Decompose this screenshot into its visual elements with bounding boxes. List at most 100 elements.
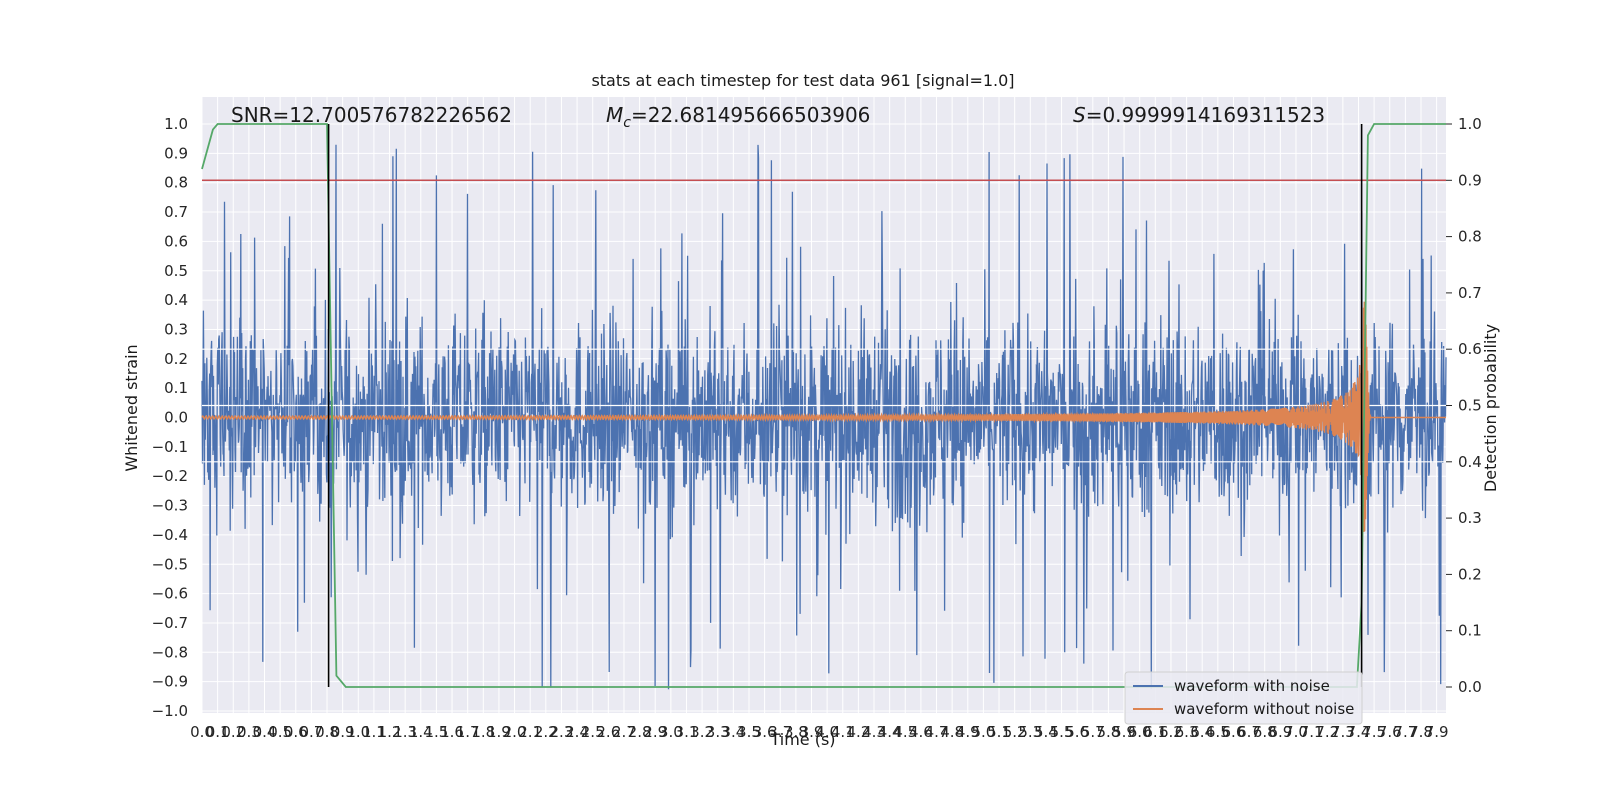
probability-trace — [201, 123, 1446, 688]
y-right-tick-label: 0.9 — [1458, 171, 1482, 189]
y-tick-label: 0.0 — [164, 409, 188, 427]
x-tick-label: 2.2 — [534, 723, 558, 741]
y-tick-label: −0.6 — [152, 585, 188, 603]
x-tick-label: 4.1 — [831, 723, 855, 741]
noise-trace — [201, 144, 1447, 690]
x-tick-label: 2.6 — [596, 723, 620, 741]
x-tick-label: 5.4 — [1034, 723, 1058, 741]
x-tick-label: 6.6 — [1222, 723, 1246, 741]
x-tick-label: 4.0 — [815, 723, 839, 741]
y-right-tick-label: 0.2 — [1458, 565, 1482, 583]
x-tick-label: 6.8 — [1253, 723, 1277, 741]
y-tick-label: −1.0 — [152, 702, 188, 720]
y-tick-label: −0.9 — [152, 673, 188, 691]
x-tick-label: 0.4 — [253, 723, 277, 741]
x-axis-label: Time (s) — [769, 730, 835, 749]
x-tick-label: 7.2 — [1315, 723, 1339, 741]
x-tick-label: 5.0 — [971, 723, 995, 741]
y-tick-label: −0.7 — [152, 614, 188, 632]
y-axis-right-ticks: 1.0 0.9 0.8 0.7 0.6 0.5 0.4 0.3 0.2 0.1 0.0 — [1446, 115, 1482, 696]
x-tick-label: 1.0 — [346, 723, 370, 741]
x-tick-label: 1.6 — [440, 723, 464, 741]
x-tick-label: 2.9 — [643, 723, 667, 741]
x-tick-label: 1.8 — [471, 723, 495, 741]
score-annotation: S=0.9999914169311523 — [1073, 103, 1325, 127]
x-tick-label: 7.5 — [1362, 723, 1386, 741]
x-tick-label: 1.3 — [393, 723, 417, 741]
x-tick-label: 2.8 — [628, 723, 652, 741]
x-tick-label: 4.3 — [862, 723, 886, 741]
x-tick-label: 5.3 — [1018, 723, 1042, 741]
y-right-tick-label: 0.4 — [1458, 453, 1482, 471]
x-tick-label: 2.7 — [612, 723, 636, 741]
y-tick-label: 0.3 — [164, 320, 188, 338]
y-axis-ticks: 1.0 0.9 0.8 0.7 0.6 0.5 0.4 0.3 0.2 0.1 0.0 −0.1 −0.… — [152, 115, 188, 720]
x-tick-label: 5.5 — [1050, 723, 1074, 741]
x-tick-label: 0.5 — [268, 723, 292, 741]
y-right-tick-label: 0.3 — [1458, 509, 1482, 527]
grid-overlay — [202, 348, 1446, 463]
y-tick-label: 0.8 — [164, 174, 188, 192]
x-tick-label: 1.4 — [409, 723, 433, 741]
series-detection-probability — [201, 123, 1446, 688]
x-tick-label: 4.8 — [940, 723, 964, 741]
x-tick-label: 1.9 — [487, 723, 511, 741]
x-tick-label: 0.2 — [221, 723, 245, 741]
x-tick-label: 2.0 — [503, 723, 527, 741]
x-tick-label: 0.7 — [299, 723, 323, 741]
x-tick-label: 7.0 — [1284, 723, 1308, 741]
y-tick-label: −0.4 — [152, 526, 188, 544]
y-tick-label: −0.8 — [152, 643, 188, 661]
series-waveform-without-noise — [201, 301, 1446, 533]
x-tick-label: 6.0 — [1128, 723, 1152, 741]
x-tick-label: 1.7 — [456, 723, 480, 741]
x-tick-label: 4.4 — [878, 723, 902, 741]
y-tick-label: −0.5 — [152, 555, 188, 573]
x-tick-label: 6.7 — [1237, 723, 1261, 741]
x-tick-label: 3.6 — [753, 723, 777, 741]
x-tick-label: 1.2 — [378, 723, 402, 741]
x-tick-label: 5.9 — [1112, 723, 1136, 741]
snr-annotation: SNR=12.700576782226562 — [231, 103, 512, 127]
x-tick-label: 2.3 — [550, 723, 574, 741]
y-axis-right-label: Detection probability — [1481, 324, 1500, 492]
y-tick-label: 1.0 — [164, 115, 188, 133]
y-axis-label: Whitened strain — [122, 344, 141, 471]
x-tick-label: 5.8 — [1097, 723, 1121, 741]
x-tick-label: 7.4 — [1347, 723, 1371, 741]
x-tick-label: 2.5 — [581, 723, 605, 741]
y-right-tick-label: 0.8 — [1458, 228, 1482, 246]
x-tick-label: 0.8 — [315, 723, 339, 741]
y-right-tick-label: 0.0 — [1458, 678, 1482, 696]
x-tick-label: 5.7 — [1081, 723, 1105, 741]
x-tick-label: 3.3 — [706, 723, 730, 741]
x-tick-label: 3.4 — [721, 723, 745, 741]
legend-label-clean: waveform without noise — [1174, 700, 1354, 718]
y-tick-label: −0.1 — [152, 438, 188, 456]
x-tick-label: 2.1 — [518, 723, 542, 741]
x-tick-label: 6.2 — [1159, 723, 1183, 741]
x-tick-label: 3.5 — [737, 723, 761, 741]
x-tick-label: 6.3 — [1175, 723, 1199, 741]
x-tick-label: 3.0 — [659, 723, 683, 741]
x-tick-label: 0.1 — [206, 723, 230, 741]
y-tick-label: 0.4 — [164, 291, 188, 309]
x-tick-label: 0.0 — [190, 723, 214, 741]
x-tick-label: 6.9 — [1268, 723, 1292, 741]
chirp-mass-value: =22.681495666503906 — [631, 103, 870, 127]
y-tick-label: 0.1 — [164, 379, 188, 397]
series-waveform-with-noise — [201, 144, 1447, 690]
vertical-markers — [327, 124, 1363, 687]
y-right-tick-label: 0.5 — [1458, 397, 1482, 415]
legend-label-noise: waveform with noise — [1174, 677, 1330, 695]
x-tick-label: 4.7 — [925, 723, 949, 741]
x-tick-label: 0.6 — [284, 723, 308, 741]
x-tick-label: 1.1 — [362, 723, 386, 741]
clean-trace — [201, 301, 1446, 533]
x-tick-label: 7.6 — [1378, 723, 1402, 741]
x-tick-label: 7.9 — [1425, 723, 1449, 741]
x-tick-label: 0.9 — [331, 723, 355, 741]
y-tick-label: 0.5 — [164, 262, 188, 280]
y-right-tick-label: 0.1 — [1458, 622, 1482, 640]
